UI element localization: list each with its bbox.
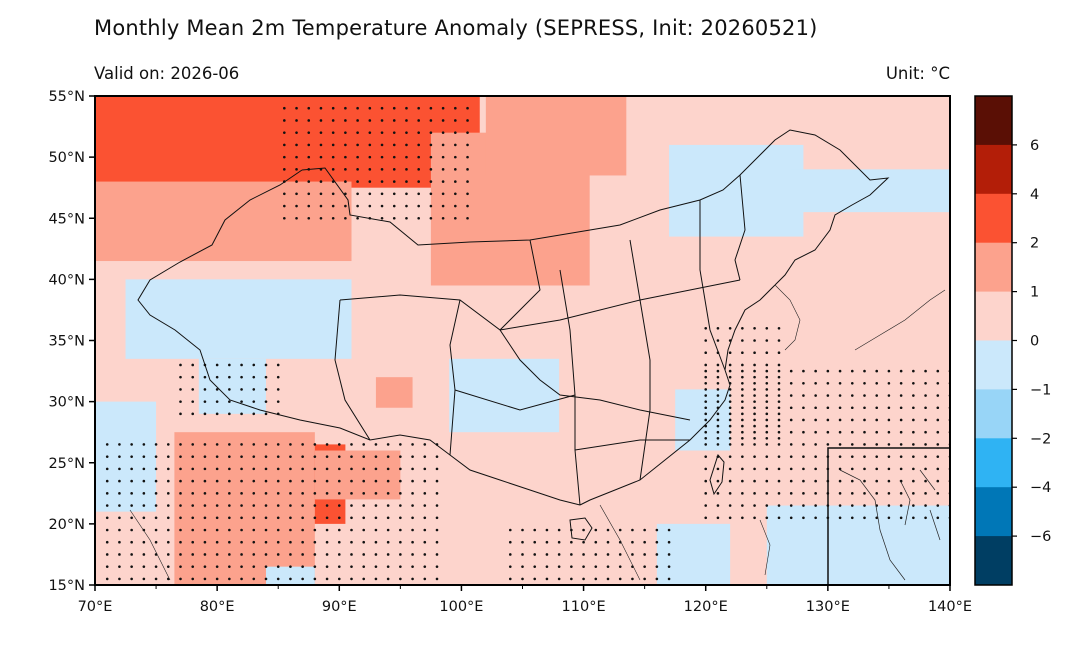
y-tick-label: 50°N (48, 150, 85, 166)
significance-region-4 (704, 369, 950, 520)
colorbar-tick-label: 6 (1030, 138, 1039, 154)
colorbar-segment-8 (975, 487, 1012, 537)
significance-region-1 (179, 363, 280, 416)
indochina-coast (599, 504, 641, 581)
colorbar-segment-0 (975, 96, 1012, 146)
philippines-coast (759, 519, 771, 576)
anomaly-region-7 (314, 450, 401, 500)
y-tick-label: 45°N (48, 211, 85, 227)
colorbar-segment-7 (975, 438, 1012, 488)
anomaly-region-12 (449, 358, 560, 433)
significance-region-0 (283, 106, 469, 220)
province-line-3 (449, 299, 461, 456)
colorbar-tick-label: 2 (1030, 236, 1039, 252)
china-border (301, 129, 890, 286)
anomaly-region-5 (485, 96, 627, 176)
anomaly-region-15 (675, 389, 731, 451)
colorbar-segment-6 (975, 389, 1012, 439)
inset-islands (899, 469, 941, 541)
japan-coast (854, 289, 946, 351)
axis-tick-layer: 70°E 80°E 90°E 100°E 110°E 120°E 130°E 140°E 55°… (48, 89, 972, 615)
anomaly-region-13 (669, 144, 804, 237)
province-line-1 (339, 294, 691, 421)
significance-dots-layer (105, 106, 950, 581)
x-tick-label: 90°E (322, 599, 357, 615)
colorbar-segment-3 (975, 242, 1012, 293)
province-line-5 (629, 239, 651, 481)
anomaly-region-6 (174, 432, 315, 585)
anomaly-region-0 (95, 96, 480, 188)
colorbar-tick-label: 0 (1030, 334, 1039, 350)
province-line-2 (334, 299, 371, 441)
border-lines-layer (137, 129, 890, 541)
y-tick-label: 20°N (48, 517, 85, 533)
colorbar-tick-label: −4 (1030, 480, 1051, 496)
anomaly-region-3 (95, 181, 352, 262)
colorbar: 6 4 2 1 0 −1 −2 −4 −6 (974, 95, 1051, 586)
x-tick-label: 140°E (928, 599, 972, 615)
coastline-east (579, 284, 776, 506)
anomaly-region-11 (198, 358, 266, 414)
significance-region-5 (704, 326, 781, 440)
colorbar-segment-9 (975, 536, 1012, 586)
hainan-island (569, 517, 593, 541)
china-border-west (137, 169, 581, 506)
x-tick-label: 80°E (200, 599, 235, 615)
y-tick-label: 30°N (48, 395, 85, 411)
colorbar-tick-label: −6 (1030, 529, 1051, 545)
x-tick-label: 110°E (562, 599, 606, 615)
x-tick-label: 120°E (684, 599, 728, 615)
colorbar-segment-4 (975, 291, 1012, 341)
province-line-7 (499, 279, 741, 331)
anomaly-region-18 (266, 566, 315, 585)
taiwan-island (709, 453, 725, 496)
map-title: Monthly Mean 2m Temperature Anomaly (SEP… (94, 16, 818, 40)
province-line-9 (499, 239, 541, 331)
colorbar-tick-label: −2 (1030, 431, 1051, 447)
colorbar-segment-2 (975, 193, 1012, 244)
y-tick-label: 25°N (48, 456, 85, 472)
neighbor-border-layer (129, 284, 946, 581)
x-tick-label: 130°E (806, 599, 850, 615)
unit-label: Unit: °C (885, 64, 950, 83)
y-tick-label: 15°N (48, 578, 85, 594)
significance-region-3 (508, 528, 671, 581)
inset-coastline (839, 469, 906, 581)
anomaly-fill-layer (95, 96, 950, 585)
colorbar-segment-5 (975, 340, 1012, 390)
y-tick-label: 35°N (48, 334, 85, 350)
anomaly-region-10 (125, 279, 352, 359)
y-tick-label: 40°N (48, 272, 85, 288)
colorbar-segment-1 (975, 144, 1012, 195)
india-coast (129, 509, 171, 581)
province-line-6 (699, 200, 726, 371)
x-tick-label: 100°E (439, 599, 483, 615)
colorbar-tick-label: 4 (1030, 187, 1039, 203)
anomaly-region-17 (766, 505, 950, 585)
province-line-10 (734, 174, 746, 281)
x-tick-label: 70°E (78, 599, 113, 615)
anomaly-region-14 (791, 169, 950, 213)
valid-date-label: Valid on: 2026-06 (94, 64, 240, 83)
y-tick-label: 55°N (48, 89, 85, 105)
colorbar-tick-label: −1 (1030, 382, 1051, 398)
anomaly-region-8 (375, 377, 413, 408)
colorbar-tick-label: 1 (1030, 285, 1039, 301)
anomaly-region-9 (95, 401, 157, 512)
province-line-11 (574, 439, 690, 451)
significance-region-2 (105, 443, 439, 581)
province-line-8 (454, 389, 576, 411)
korea-coast (774, 284, 801, 351)
